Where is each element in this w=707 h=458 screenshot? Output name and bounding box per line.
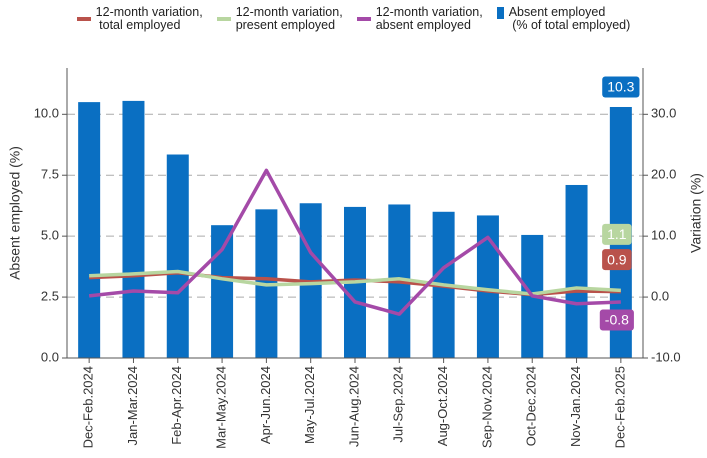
y2-tick-label: -10.0: [651, 349, 681, 364]
legend-label: Absent employed (% of total employed): [508, 5, 631, 32]
legend-swatch: [496, 7, 504, 19]
x-tick-label: Jun-Aug.2024: [346, 366, 361, 447]
legend-swatch: [356, 17, 371, 21]
value-label: 1.1: [602, 223, 632, 245]
bar: [565, 184, 588, 358]
value-label-text: 1.1: [607, 226, 627, 242]
x-tick-label: May-Jul.2024: [302, 366, 317, 444]
legend-label: 12-month variation, total employed: [95, 5, 203, 32]
value-label-box: [602, 249, 632, 271]
value-label-box: [602, 223, 632, 245]
bar: [78, 102, 101, 358]
value-label-box: [602, 76, 640, 98]
legend-label: 12-month variation, absent employed: [375, 5, 483, 32]
legend-label: 12-month variation, present employed: [235, 5, 343, 32]
value-label-text: -0.8: [605, 312, 629, 328]
legend-swatch: [76, 17, 91, 21]
y-tick-label: 5.0: [41, 228, 59, 243]
y-tick-label: 10.0: [34, 106, 59, 121]
legend-item: 12-month variation, present employed: [216, 5, 343, 32]
y2-tick-label: 0.0: [651, 289, 669, 304]
x-tick-label: Oct-Dec.2024: [524, 366, 539, 446]
bar: [166, 154, 189, 358]
x-tick-label: Nov-Jan.2024: [568, 366, 583, 447]
x-tick-label: Mar-May.2024: [214, 366, 229, 449]
y2-tick-label: 10.0: [651, 228, 676, 243]
y2-axis-title: Variation (%): [688, 173, 704, 253]
x-tick-label: Jul-Sep.2024: [391, 366, 406, 443]
y-tick-label: 0.0: [41, 349, 59, 364]
bar: [211, 225, 234, 358]
legend-item: 12-month variation, absent employed: [356, 5, 483, 32]
value-label-text: 0.9: [607, 251, 627, 267]
legend-item: Absent employed (% of total employed): [496, 5, 631, 32]
x-tick-label: Dec-Feb.2025: [612, 366, 627, 448]
legend-swatch: [216, 17, 231, 21]
y2-tick-label: 20.0: [651, 167, 676, 182]
y-tick-label: 2.5: [41, 289, 59, 304]
value-label: 10.3: [602, 76, 640, 98]
y2-tick-label: 30.0: [651, 106, 676, 121]
x-tick-label: Aug-Oct.2024: [435, 366, 450, 446]
x-tick-label: Jan-Mar.2024: [125, 366, 140, 446]
value-label-box: [599, 309, 634, 331]
value-label-text: 10.3: [607, 79, 634, 95]
bar: [122, 100, 145, 358]
x-tick-label: Dec-Feb.2024: [81, 366, 96, 448]
x-tick-label: Feb-Apr.2024: [169, 366, 184, 445]
bar: [476, 215, 499, 358]
value-label: -0.8: [599, 309, 634, 331]
legend: 12-month variation, total employed 12-mon…: [0, 6, 707, 32]
y-tick-label: 7.5: [41, 167, 59, 182]
legend-item: 12-month variation, total employed: [76, 5, 203, 32]
x-tick-label: Apr-Jun.2024: [258, 366, 273, 444]
y-axis-title: Absent employed (%): [7, 146, 23, 280]
value-label: 0.9: [602, 249, 632, 271]
x-tick-label: Sep-Nov.2024: [479, 366, 494, 448]
line: [88, 168, 621, 316]
